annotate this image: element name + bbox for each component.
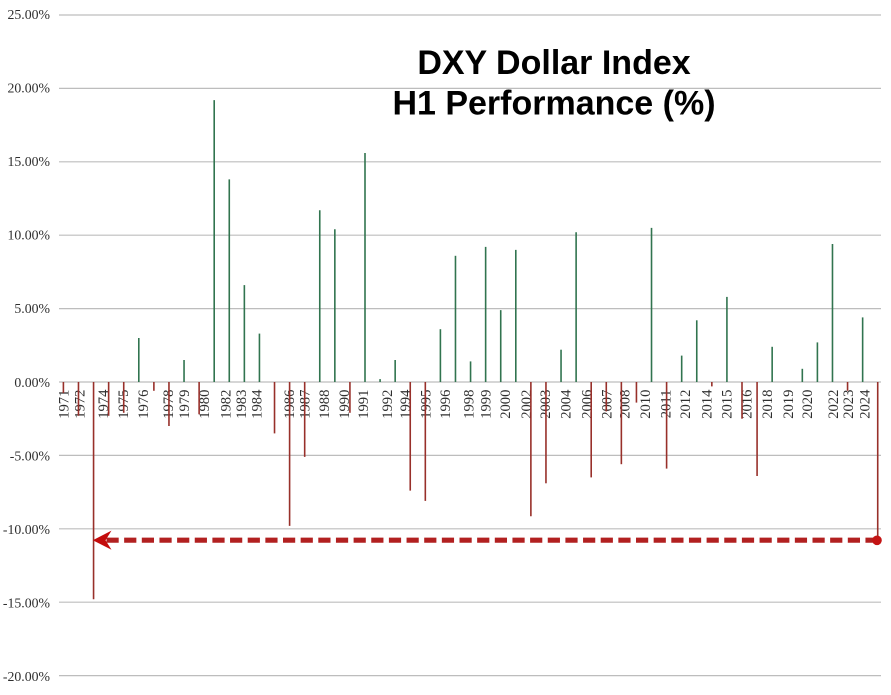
svg-text:1990: 1990 xyxy=(337,390,353,419)
svg-text:1991: 1991 xyxy=(356,390,372,419)
svg-text:-10.00%: -10.00% xyxy=(3,522,51,537)
svg-text:5.00%: 5.00% xyxy=(14,301,50,316)
svg-text:1995: 1995 xyxy=(419,390,435,419)
svg-text:2024: 2024 xyxy=(857,389,873,419)
svg-text:2015: 2015 xyxy=(720,390,736,419)
svg-text:2020: 2020 xyxy=(800,390,816,419)
svg-text:1996: 1996 xyxy=(438,390,454,419)
svg-text:1974: 1974 xyxy=(96,389,112,419)
svg-text:2002: 2002 xyxy=(519,390,535,419)
svg-text:1994: 1994 xyxy=(398,389,414,419)
svg-text:2008: 2008 xyxy=(617,390,633,419)
svg-text:2023: 2023 xyxy=(841,390,857,419)
svg-text:-5.00%: -5.00% xyxy=(10,448,51,463)
svg-text:25.00%: 25.00% xyxy=(7,7,50,22)
svg-text:1980: 1980 xyxy=(197,390,213,419)
svg-text:1998: 1998 xyxy=(461,390,477,419)
svg-text:1971: 1971 xyxy=(56,390,72,419)
svg-text:2016: 2016 xyxy=(740,390,756,419)
svg-text:20.00%: 20.00% xyxy=(7,80,50,95)
svg-text:-20.00%: -20.00% xyxy=(3,669,51,684)
svg-text:2022: 2022 xyxy=(826,390,842,419)
svg-text:2000: 2000 xyxy=(498,390,514,419)
svg-text:2010: 2010 xyxy=(638,390,654,419)
svg-text:2004: 2004 xyxy=(559,389,575,419)
svg-text:1988: 1988 xyxy=(317,390,333,419)
svg-text:2018: 2018 xyxy=(760,390,776,419)
svg-text:1999: 1999 xyxy=(478,390,494,419)
svg-text:1992: 1992 xyxy=(380,390,396,419)
svg-text:0.00%: 0.00% xyxy=(14,375,50,390)
svg-text:1979: 1979 xyxy=(177,390,193,419)
svg-text:2007: 2007 xyxy=(599,390,615,419)
svg-text:2014: 2014 xyxy=(700,389,716,419)
svg-text:15.00%: 15.00% xyxy=(7,154,50,169)
svg-text:2006: 2006 xyxy=(580,390,596,419)
svg-text:1976: 1976 xyxy=(136,390,152,419)
svg-text:1982: 1982 xyxy=(219,390,235,419)
svg-text:1983: 1983 xyxy=(234,390,250,419)
svg-text:DXY Dollar Index: DXY Dollar Index xyxy=(417,44,690,82)
svg-text:1984: 1984 xyxy=(249,389,265,419)
svg-text:2019: 2019 xyxy=(781,390,797,419)
svg-text:-15.00%: -15.00% xyxy=(3,596,51,611)
svg-text:10.00%: 10.00% xyxy=(7,228,50,243)
svg-text:2012: 2012 xyxy=(678,390,694,419)
svg-text:H1 Performance (%): H1 Performance (%) xyxy=(392,85,715,123)
svg-text:1972: 1972 xyxy=(73,390,89,419)
